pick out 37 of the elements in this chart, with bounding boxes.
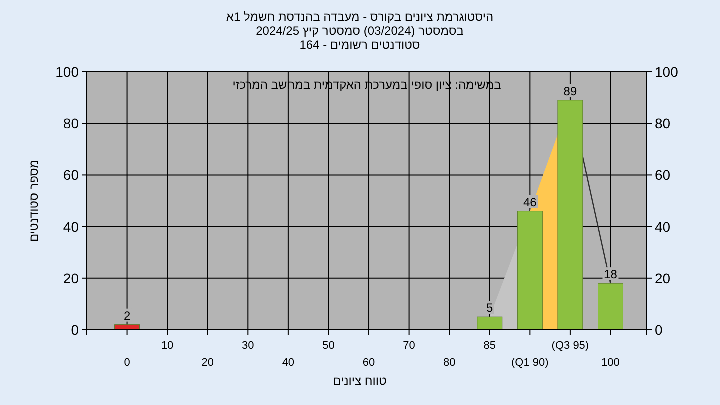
bar [598,283,624,330]
data-label: 46 [523,195,538,210]
x-tick-label: (Q1 90) [512,357,549,369]
x-tick-label: (Q3 95) [552,340,590,352]
y-tick-label: 60 [63,167,80,184]
data-label: 89 [564,84,578,98]
y2-tick-label: 80 [655,116,671,132]
data-label: 2 [124,308,131,323]
y2-tick-label: 100 [655,64,679,80]
y-tick-label: 0 [71,322,80,338]
x-tick-label: 40 [282,357,295,369]
x-tick-label: 70 [403,340,416,352]
y2-tick-label: 20 [655,270,671,286]
data-label: 18 [604,268,618,282]
x-tick-label: 50 [322,340,335,352]
chart-subtitle: בסמסטר (03/2024) סמסטר קיץ 2024/25 [256,24,464,38]
chart-title: היסטוגרמת ציונים בקורס - מעבדה בהנדסת חשמל 1א [226,10,494,24]
y2-tick-label: 0 [655,322,663,338]
data-label: 5 [486,301,494,316]
y-tick-label: 20 [63,270,80,286]
x-tick-label: 10 [161,340,174,352]
x-tick-label: 100 [602,357,620,369]
x-tick-label: 60 [362,357,376,369]
x-tick-label: 30 [242,340,254,352]
y2-tick-label: 40 [655,218,671,235]
x-tick-label: 80 [443,357,456,369]
x-tick-label: 85 [484,340,496,352]
x-axis-title: טווח ציונים [333,374,388,388]
x-tick-label: 20 [202,357,214,369]
y-tick-label: 100 [56,64,80,80]
y-tick-label: 80 [63,116,80,132]
bar [477,316,503,330]
text: סטודנטים רשומים - 164 [300,38,420,52]
y-tick-label: 40 [63,218,80,235]
y-axis-title: מספר סטודנטים [27,160,41,242]
y2-tick-label: 60 [655,167,671,184]
x-tick-label: 0 [124,357,130,369]
